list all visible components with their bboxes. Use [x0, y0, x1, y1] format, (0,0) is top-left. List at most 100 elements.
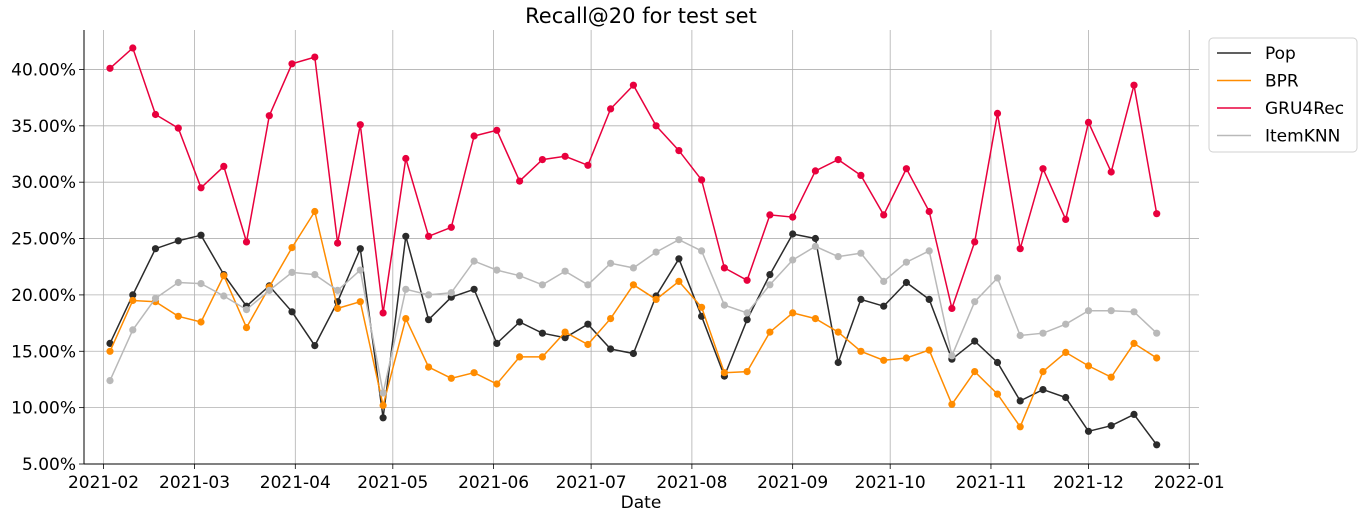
data-point-gru4rec	[857, 171, 865, 179]
data-point-bpr	[311, 207, 319, 216]
data-point-pop	[857, 295, 865, 303]
x-tick-label: 2021-07	[556, 473, 627, 493]
data-point-itemknn	[584, 281, 592, 289]
data-point-bpr	[720, 369, 729, 377]
data-point-itemknn	[971, 298, 979, 306]
data-point-gru4rec	[1084, 118, 1093, 126]
data-point-bpr	[789, 309, 797, 317]
legend-box	[1208, 37, 1358, 153]
y-tick-label: 15.00%	[11, 342, 76, 362]
x-tick-label: 2021-11	[955, 473, 1026, 493]
data-point-bpr	[447, 374, 455, 382]
data-point-itemknn	[470, 257, 478, 265]
data-point-itemknn	[880, 277, 888, 285]
data-point-itemknn	[607, 259, 615, 267]
data-point-pop	[311, 342, 319, 350]
data-point-itemknn	[402, 285, 410, 293]
data-point-bpr	[766, 328, 774, 336]
data-point-itemknn	[288, 268, 296, 276]
series-layer	[106, 44, 1161, 449]
data-point-gru4rec	[379, 309, 387, 317]
data-point-bpr	[493, 380, 501, 388]
data-point-itemknn	[265, 286, 273, 294]
data-point-gru4rec	[607, 105, 615, 113]
data-point-pop	[902, 278, 911, 287]
data-point-bpr	[516, 353, 524, 361]
data-point-itemknn	[1016, 331, 1024, 340]
data-point-gru4rec	[902, 165, 911, 173]
data-point-gru4rec	[925, 207, 933, 216]
data-point-bpr	[857, 347, 865, 355]
data-point-bpr	[242, 324, 251, 332]
data-point-gru4rec	[1062, 215, 1070, 223]
data-point-gru4rec	[1153, 210, 1161, 218]
series-bpr	[106, 207, 1161, 431]
x-tick-label: 2021-10	[855, 473, 926, 493]
data-point-pop	[493, 339, 501, 347]
y-tick-label: 5.00%	[22, 455, 76, 475]
data-point-gru4rec	[811, 167, 820, 175]
data-point-itemknn	[106, 377, 114, 385]
data-point-bpr	[538, 353, 547, 361]
data-point-itemknn	[766, 281, 774, 289]
x-tick-label: 2021-02	[68, 473, 139, 493]
data-point-pop	[1153, 441, 1161, 449]
data-point-gru4rec	[743, 276, 751, 284]
data-point-gru4rec	[538, 156, 547, 164]
data-point-pop	[971, 337, 979, 345]
data-point-gru4rec	[447, 223, 455, 231]
data-point-pop	[356, 245, 364, 253]
y-axis-ticks: 5.00% 10.00% 15.00% 20.00% 25.00% 30.00% 35.00…	[11, 60, 84, 475]
data-point-gru4rec	[1130, 81, 1138, 89]
data-point-itemknn	[561, 267, 569, 275]
data-point-gru4rec	[698, 176, 706, 184]
data-point-itemknn	[857, 249, 865, 257]
data-point-gru4rec	[720, 264, 729, 272]
data-point-itemknn	[538, 281, 547, 289]
data-point-itemknn	[948, 352, 956, 360]
data-point-itemknn	[1062, 320, 1070, 328]
data-point-bpr	[629, 281, 638, 289]
data-point-gru4rec	[356, 121, 364, 129]
data-point-bpr	[834, 328, 842, 336]
data-point-bpr	[652, 295, 660, 303]
data-point-pop	[288, 308, 296, 316]
data-point-gru4rec	[470, 132, 478, 140]
data-point-gru4rec	[1107, 168, 1115, 176]
data-point-bpr	[811, 315, 820, 323]
data-point-pop	[174, 237, 182, 245]
data-point-itemknn	[356, 266, 364, 274]
data-point-bpr	[379, 401, 387, 409]
data-point-itemknn	[652, 248, 660, 256]
data-point-gru4rec	[675, 147, 683, 155]
data-point-bpr	[971, 368, 979, 376]
series-itemknn	[106, 236, 1161, 397]
data-point-itemknn	[902, 258, 911, 266]
data-point-gru4rec	[834, 156, 842, 164]
data-point-pop	[129, 291, 137, 299]
data-point-gru4rec	[151, 110, 160, 119]
data-point-gru4rec	[129, 44, 137, 52]
x-tick-label: 2022-01	[1154, 473, 1225, 493]
data-point-bpr	[993, 390, 1002, 398]
data-point-itemknn	[493, 266, 501, 274]
data-point-itemknn	[220, 292, 228, 300]
data-point-bpr	[470, 369, 478, 377]
data-point-itemknn	[834, 253, 842, 261]
x-tick-label: 2021-08	[656, 473, 727, 493]
data-point-itemknn	[811, 242, 820, 250]
data-point-bpr	[675, 277, 683, 285]
y-tick-label: 20.00%	[11, 286, 76, 306]
data-point-pop	[675, 255, 683, 263]
data-point-pop	[516, 318, 524, 326]
data-point-bpr	[880, 356, 888, 364]
data-point-itemknn	[1130, 308, 1138, 316]
data-point-gru4rec	[880, 211, 888, 219]
data-point-pop	[834, 358, 842, 367]
data-point-gru4rec	[516, 177, 524, 185]
data-point-itemknn	[425, 291, 433, 299]
data-point-gru4rec	[174, 124, 182, 132]
x-tick-label: 2021-06	[458, 473, 529, 493]
y-tick-label: 30.00%	[11, 173, 76, 193]
